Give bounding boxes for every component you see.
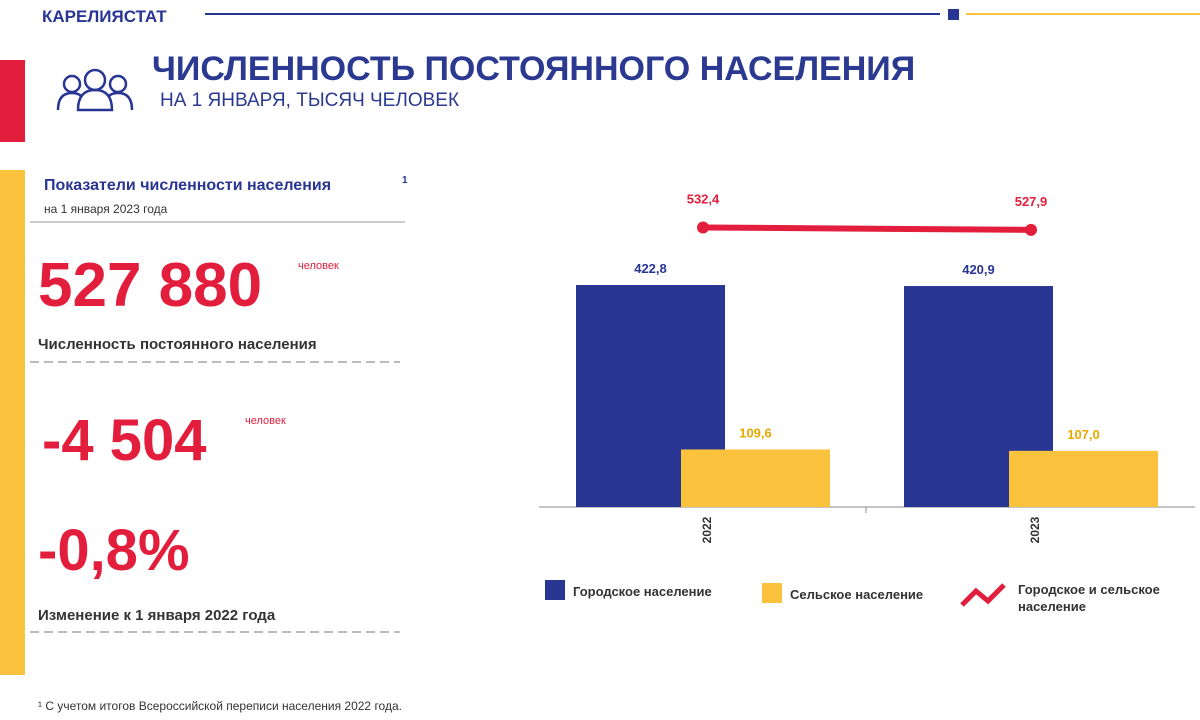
people-icon bbox=[56, 68, 134, 112]
panel-title: Показатели численности населения bbox=[44, 177, 331, 194]
chart: 2022 2023 422,8 420,9 109,6 107,0 532,4 527,9 bbox=[576, 191, 1158, 543]
accent-red bbox=[0, 60, 25, 142]
title: ЧИСЛЕННОСТЬ ПОСТОЯННОГО НАСЕЛЕНИЯ bbox=[152, 50, 915, 88]
stat-unit: человек bbox=[245, 415, 286, 427]
data-label: 527,9 bbox=[1015, 194, 1048, 209]
data-label: 422,8 bbox=[634, 261, 667, 276]
line-point bbox=[1025, 223, 1037, 236]
line bbox=[702, 224, 1032, 233]
data-label: 107,0 bbox=[1067, 427, 1100, 442]
legend-label: Городское население bbox=[573, 584, 712, 599]
stat-value: 527 880 bbox=[38, 251, 262, 320]
data-label: 532,4 bbox=[687, 191, 720, 206]
stat-label: Изменение к 1 января 2022 года bbox=[38, 607, 276, 624]
note-mark: 1 bbox=[402, 175, 408, 186]
stat-unit: человек bbox=[298, 260, 339, 272]
legend-swatch bbox=[545, 580, 565, 600]
data-label: 420,9 bbox=[962, 262, 995, 277]
stat-value: -0,8% bbox=[38, 518, 190, 583]
legend-zigzag bbox=[960, 583, 1006, 607]
stat-value: -4 504 bbox=[42, 408, 206, 473]
x-tick-label: 2023 bbox=[1028, 516, 1042, 543]
stat-label: Численность постоянного населения bbox=[38, 336, 317, 353]
subtitle: НА 1 ЯНВАРЯ, ТЫСЯЧ ЧЕЛОВЕК bbox=[160, 90, 459, 111]
footnote: ¹ С учетом итогов Всероссийской переписи… bbox=[38, 699, 402, 713]
x-tick-label: 2022 bbox=[700, 516, 714, 543]
bar bbox=[681, 449, 830, 507]
line-point bbox=[697, 221, 709, 234]
data-label: 109,6 bbox=[739, 425, 772, 440]
accent-yellow bbox=[0, 170, 25, 675]
legend-label: Городское и сельское население bbox=[1018, 582, 1160, 614]
legend-swatch bbox=[762, 583, 782, 603]
bar bbox=[1009, 450, 1158, 507]
panel-date: на 1 января 2023 года bbox=[44, 202, 168, 216]
org: КАРЕЛИЯСТАТ bbox=[42, 7, 167, 26]
top-square bbox=[948, 9, 959, 20]
legend-label: Сельское население bbox=[790, 587, 923, 602]
